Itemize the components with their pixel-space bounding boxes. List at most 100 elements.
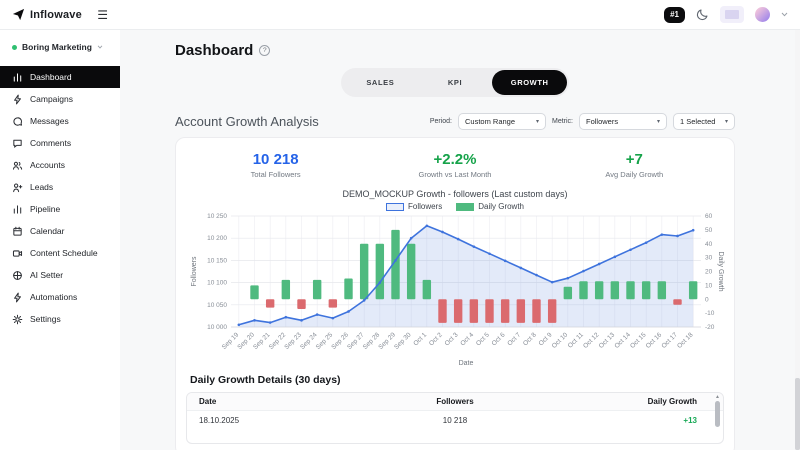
stat-total-followers: 10 218 Total Followers (250, 151, 301, 179)
svg-text:Daily Growth: Daily Growth (717, 251, 724, 291)
svg-text:Oct 8: Oct 8 (522, 331, 538, 347)
svg-text:Oct 5: Oct 5 (475, 331, 491, 347)
topbar-left: Inflowave ☰ (0, 8, 120, 21)
svg-text:10 050: 10 050 (207, 302, 227, 309)
row-date: 18.10.2025 (199, 415, 240, 425)
page-scrollbar-thumb[interactable] (795, 378, 800, 450)
table-header: Date Followers Daily Growth (187, 393, 723, 410)
bar-swatch-icon (456, 202, 475, 211)
scrollbar-thumb[interactable] (715, 401, 720, 427)
col-followers: Followers (436, 397, 474, 406)
filters: Period: Custom Range ▾ Metric: Followers… (430, 113, 735, 130)
svg-text:-10: -10 (705, 310, 715, 317)
lightning-icon (12, 94, 23, 105)
accounts-select[interactable]: 1 Selected ▾ (673, 113, 735, 130)
table-body: 18.10.2025 10 218 +13 (187, 410, 723, 429)
globe-icon (12, 270, 23, 281)
page-title: Dashboard (175, 42, 254, 59)
svg-text:Oct 4: Oct 4 (459, 331, 475, 347)
metric-select[interactable]: Followers ▾ (579, 113, 667, 130)
svg-text:Oct 1: Oct 1 (412, 331, 428, 347)
moon-icon[interactable] (696, 8, 709, 21)
sidebar-item-pipeline[interactable]: Pipeline (0, 198, 120, 220)
sidebar-item-automations[interactable]: Automations (0, 286, 120, 308)
svg-text:60: 60 (705, 213, 713, 220)
users-icon (12, 160, 23, 171)
tab-group: SALES KPI GROWTH (341, 68, 569, 97)
chevron-down-icon (97, 45, 103, 49)
legend-followers: Followers (385, 202, 442, 211)
svg-text:40: 40 (705, 241, 713, 248)
language-flag-icon[interactable] (720, 6, 744, 23)
paper-plane-logo-icon (12, 8, 25, 21)
svg-text:Oct 12: Oct 12 (582, 331, 601, 350)
svg-text:Oct 15: Oct 15 (629, 331, 648, 350)
svg-text:Oct 6: Oct 6 (491, 331, 507, 347)
user-plus-icon (12, 182, 23, 193)
stat-avg-daily-growth: +7 Avg Daily Growth (605, 151, 664, 179)
sidebar-item-leads[interactable]: Leads (0, 176, 120, 198)
svg-text:Oct 16: Oct 16 (645, 331, 664, 350)
svg-text:Followers: Followers (191, 256, 198, 286)
svg-text:Oct 10: Oct 10 (551, 331, 570, 350)
metric-label: Metric: (552, 118, 573, 125)
svg-text:10 150: 10 150 (207, 257, 227, 264)
row-growth: +13 (683, 415, 697, 425)
rank-badge[interactable]: #1 (664, 6, 685, 23)
svg-text:-20: -20 (705, 324, 715, 331)
svg-text:Oct 3: Oct 3 (444, 331, 460, 347)
svg-text:10: 10 (705, 282, 713, 289)
period-label: Period: (429, 118, 452, 125)
hamburger-icon[interactable]: ☰ (97, 7, 108, 22)
svg-text:Oct 14: Oct 14 (613, 331, 632, 350)
chart-title: DEMO_MOCKUP Growth - followers (Last cus… (342, 189, 568, 199)
stats-row: 10 218 Total Followers +2.2% Growth vs Last… (186, 151, 724, 179)
table-scrollbar[interactable]: ▲ (713, 394, 722, 442)
period-select[interactable]: Custom Range ▾ (458, 113, 546, 130)
col-date: Date (199, 397, 217, 406)
tab-growth[interactable]: GROWTH (492, 70, 568, 95)
sidebar-item-calendar[interactable]: Calendar (0, 220, 120, 242)
chevron-down-icon[interactable] (781, 12, 788, 17)
workspace-selector[interactable]: Boring Marketing (0, 36, 120, 66)
svg-text:Date: Date (459, 360, 474, 367)
chat-square-icon (12, 138, 23, 149)
line-swatch-icon (385, 202, 404, 211)
page-scrollbar[interactable] (795, 30, 800, 450)
sidebar-item-accounts[interactable]: Accounts (0, 154, 120, 176)
svg-text:Oct 2: Oct 2 (428, 331, 444, 347)
svg-text:Oct 18: Oct 18 (676, 331, 695, 350)
col-daily-growth: Daily Growth (647, 397, 697, 406)
brand-name: Inflowave (30, 8, 82, 21)
topbar: Inflowave ☰ #1 (0, 0, 800, 30)
sidebar-item-ai-setter[interactable]: AI Setter (0, 264, 120, 286)
svg-text:20: 20 (705, 269, 713, 276)
svg-text:Oct 17: Oct 17 (660, 331, 679, 350)
sidebar-item-comments[interactable]: Comments (0, 132, 120, 154)
sidebar-item-messages[interactable]: Messages (0, 110, 120, 132)
workspace-name: Boring Marketing (22, 42, 92, 52)
tab-kpi[interactable]: KPI (447, 78, 463, 87)
growth-card: 10 218 Total Followers +2.2% Growth vs Last… (175, 137, 735, 450)
svg-text:10 200: 10 200 (207, 235, 227, 242)
sidebar-item-dashboard[interactable]: Dashboard (0, 66, 120, 88)
sidebar-item-campaigns[interactable]: Campaigns (0, 88, 120, 110)
bar-chart-icon (12, 72, 23, 83)
sidebar: Boring Marketing Dashboard Campaigns Messa… (0, 30, 120, 450)
svg-text:10 000: 10 000 (207, 324, 227, 331)
sidebar-item-settings[interactable]: Settings (0, 308, 120, 330)
chevron-down-icon: ▾ (656, 119, 660, 125)
help-icon[interactable]: ? (259, 45, 271, 56)
svg-text:10 100: 10 100 (207, 280, 227, 287)
sidebar-item-content-schedule[interactable]: Content Schedule (0, 242, 120, 264)
scroll-up-icon[interactable]: ▲ (715, 394, 720, 400)
chat-round-icon (12, 116, 23, 127)
svg-text:10 250: 10 250 (207, 213, 227, 220)
svg-text:30: 30 (705, 255, 713, 262)
legend-daily-growth: Daily Growth (456, 202, 524, 211)
tab-sales[interactable]: SALES (366, 78, 395, 87)
daily-growth-table: Date Followers Daily Growth 18.10.2025 10… (186, 392, 724, 444)
avatar[interactable] (755, 7, 770, 22)
